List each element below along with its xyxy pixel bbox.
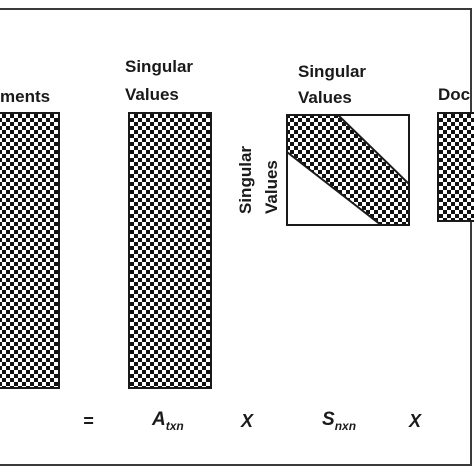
s-diagonal-matrix: [286, 114, 410, 226]
times-sign-2: X: [409, 411, 422, 431]
singular-values-side-label-line2: Values: [262, 160, 281, 214]
a-matrix: [128, 112, 212, 389]
singular-values-label-b-line2: Values: [298, 88, 352, 107]
doc-matrix: [437, 112, 474, 222]
a-txn-symbol: Atxn: [152, 409, 184, 433]
singular-values-side-label-line1: Singular: [236, 145, 255, 214]
singular-values-label-a-line1: Singular: [125, 57, 194, 76]
a-sub: txn: [165, 418, 184, 433]
singular-values-label-a-line2: Values: [125, 85, 179, 104]
documents-label: ments: [0, 87, 51, 106]
singular-values-label-b-line1: Singular: [298, 62, 367, 81]
s-main: S: [322, 409, 335, 430]
equals-sign: =: [83, 411, 94, 431]
documents-matrix: [0, 112, 60, 389]
doc-label: Doc: [438, 85, 471, 104]
times-sign-1: X: [241, 411, 254, 431]
diagonal-band: [286, 114, 410, 226]
s-sub: nxn: [334, 418, 357, 433]
figure-frame: [0, 8, 472, 466]
s-nxn-symbol: Snxn: [322, 409, 356, 433]
a-main: A: [152, 409, 166, 430]
